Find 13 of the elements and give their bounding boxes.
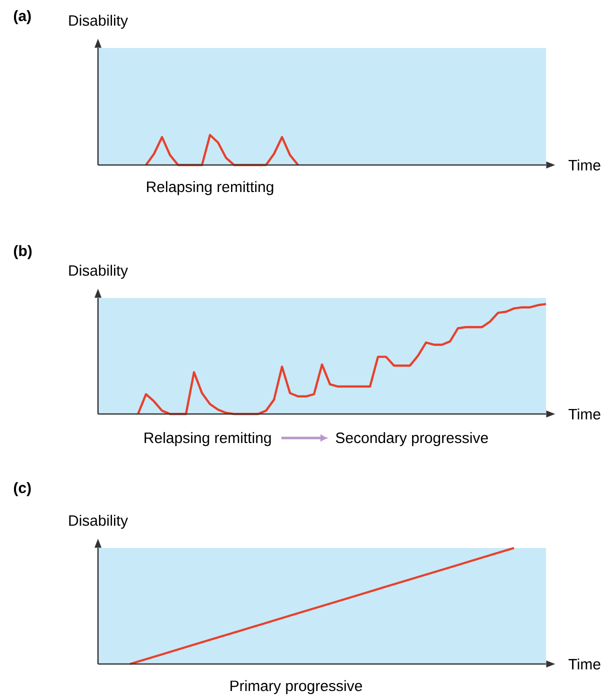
text: Relapsing remitting bbox=[147, 181, 274, 196]
chart-title: (b) bbox=[14, 245, 32, 260]
y-axis-title: Disability bbox=[69, 264, 128, 279]
y-axis-title: Disability bbox=[69, 514, 128, 529]
text: Secondary progressive bbox=[336, 432, 488, 446]
x-axis-title: Time bbox=[568, 159, 600, 170]
text: Relapsing remitting bbox=[144, 432, 271, 446]
text: Primary progressive bbox=[230, 680, 362, 694]
y-axis-title: Disability bbox=[69, 14, 128, 29]
chart-title: (c) bbox=[14, 482, 31, 496]
x-axis-title: Time bbox=[568, 408, 600, 420]
chart-title: (a) bbox=[14, 10, 31, 24]
x-axis-title: Time bbox=[568, 658, 600, 670]
